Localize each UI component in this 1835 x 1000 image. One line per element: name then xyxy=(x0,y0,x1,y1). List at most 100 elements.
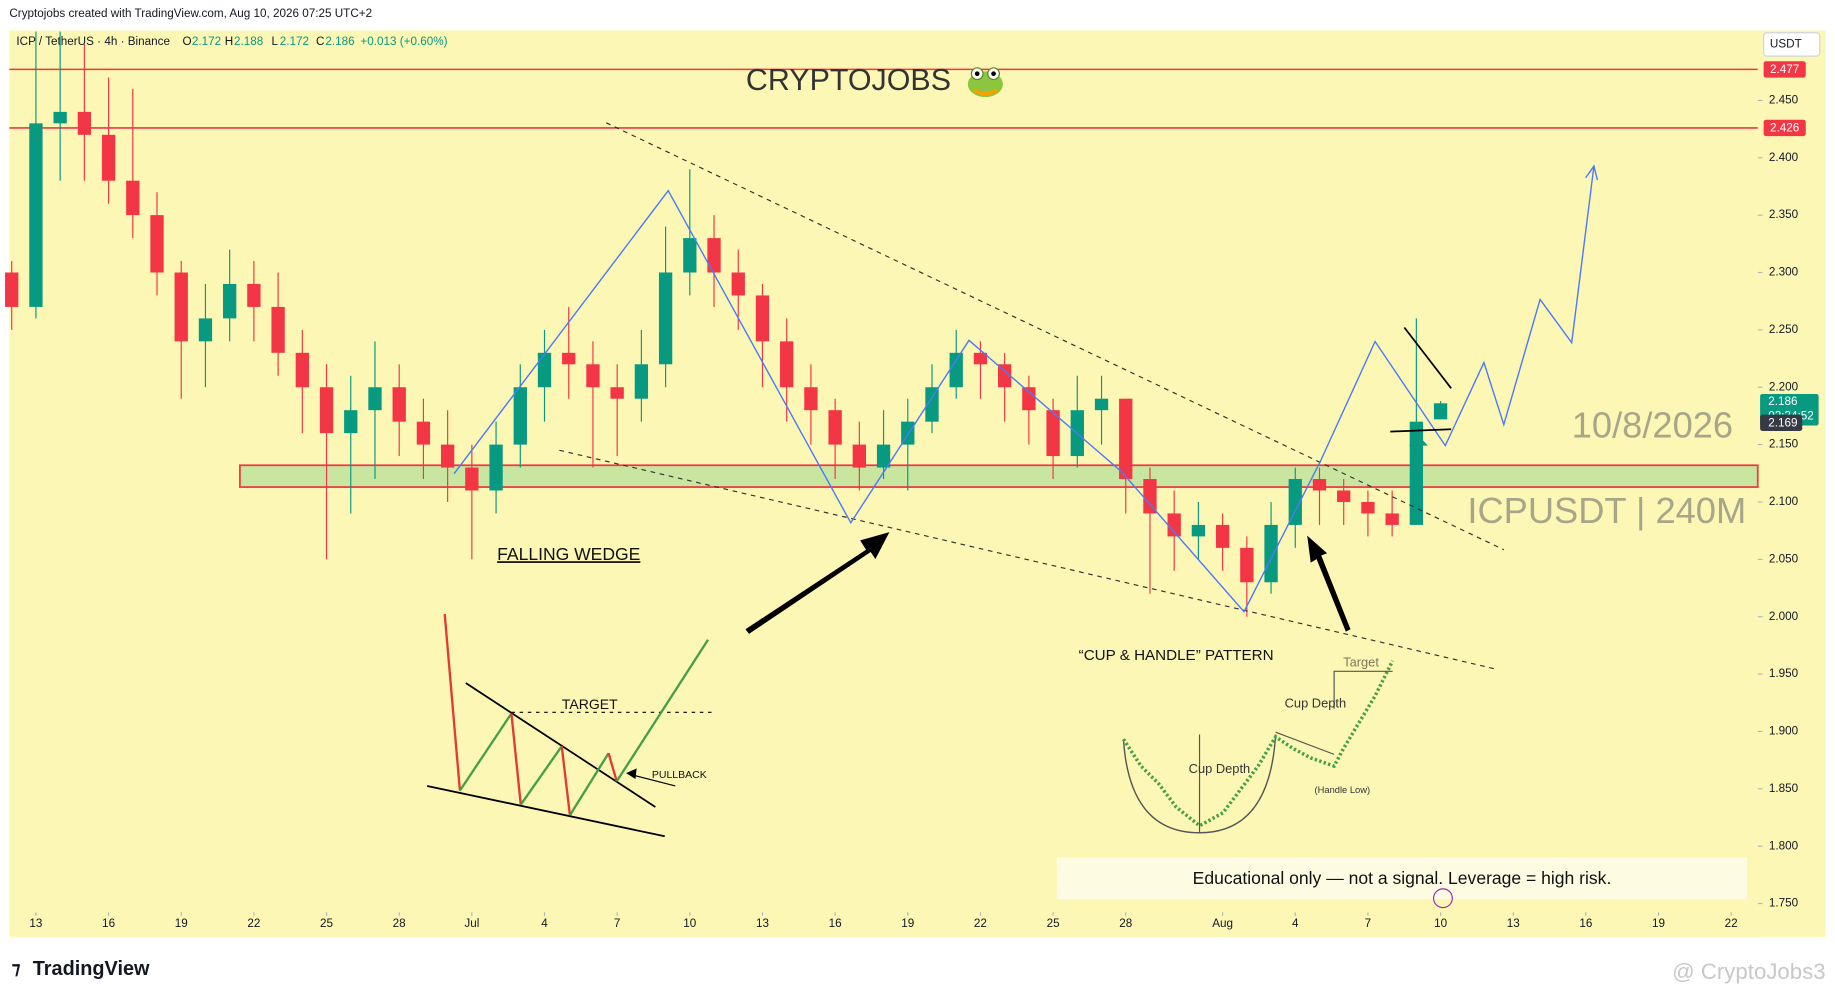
candle-body xyxy=(344,410,358,434)
marker-label: 2.169 xyxy=(1768,416,1797,429)
x-tick-label: 16 xyxy=(829,917,842,930)
x-tick-label: 28 xyxy=(393,917,406,930)
candle-body xyxy=(707,238,721,273)
candle-body xyxy=(1288,479,1302,525)
y-tick-label: 2.200 xyxy=(1769,380,1799,393)
candle-body xyxy=(101,134,116,181)
target-label: Target xyxy=(1343,655,1379,670)
candle-body xyxy=(1264,524,1278,583)
currency-box[interactable] xyxy=(1763,32,1821,57)
candle-body xyxy=(271,306,285,353)
candle-body xyxy=(1094,398,1109,411)
y-tick-label: 2.100 xyxy=(1769,495,1799,508)
wedge-lower xyxy=(559,449,1496,670)
x-tick-label: 7 xyxy=(614,917,621,930)
candle-body xyxy=(949,352,963,388)
candle-body xyxy=(780,341,794,388)
candle-body xyxy=(634,364,649,399)
event-icon[interactable] xyxy=(1433,888,1453,909)
big-arrow xyxy=(1307,535,1351,632)
candle-body xyxy=(223,283,237,319)
candle-body xyxy=(925,387,939,422)
candle-body xyxy=(828,410,842,445)
last-price-label: 2.186 xyxy=(1768,395,1797,408)
candle-body xyxy=(731,272,745,296)
candle-body xyxy=(537,352,552,388)
date-watermark: 10/8/2026 xyxy=(1572,405,1733,446)
x-tick-label: 4 xyxy=(1292,917,1299,930)
candle-body xyxy=(1433,403,1448,420)
frog-icon xyxy=(967,67,1003,98)
x-tick-label: 10 xyxy=(1434,917,1448,930)
change: +0.013 (+0.60%) xyxy=(360,35,447,48)
drawings xyxy=(453,122,1599,670)
price-axis xyxy=(1757,30,1826,937)
candle-body xyxy=(586,364,600,388)
candle-body xyxy=(174,272,188,342)
y-tick-label: 2.400 xyxy=(1769,151,1799,164)
y-tick-label: 1.900 xyxy=(1769,725,1799,738)
y-tick-label: 1.800 xyxy=(1769,839,1799,852)
projection-arrowhead xyxy=(1585,164,1599,181)
y-tick-label: 2.300 xyxy=(1769,266,1799,279)
candle-body xyxy=(1409,421,1424,525)
candle-body xyxy=(1312,479,1327,491)
disclaimer: Educational only — not a signal. Leverag… xyxy=(1193,868,1612,888)
x-tick-label: 13 xyxy=(29,917,42,930)
x-tick-label: 19 xyxy=(1652,917,1665,930)
candle-body xyxy=(1143,479,1157,514)
h-value: 2.188 xyxy=(234,35,263,48)
credit: Cryptojobs created with TradingView.com,… xyxy=(9,7,372,20)
y-tick-label: 1.750 xyxy=(1769,897,1799,910)
logo[interactable]: TradingView xyxy=(33,958,150,980)
candle-body xyxy=(997,364,1012,388)
zone-layer xyxy=(9,68,1759,488)
candle-body xyxy=(416,421,431,445)
candle-body xyxy=(1119,398,1133,480)
x-tick-label: 19 xyxy=(901,917,914,930)
y-tick-label: 2.050 xyxy=(1769,552,1799,565)
wedge-upper xyxy=(605,122,1505,551)
currency[interactable]: USDT xyxy=(1770,38,1802,51)
candle-body xyxy=(1215,524,1230,548)
candle-body xyxy=(392,387,406,422)
x-tick-label: 19 xyxy=(175,917,188,930)
o-value: 2.172 xyxy=(192,35,221,48)
candle-body xyxy=(319,387,334,434)
x-tick-label: 28 xyxy=(1119,917,1132,930)
marker-badge xyxy=(1760,414,1803,431)
time-axis xyxy=(9,912,1758,937)
x-tick-label: 16 xyxy=(1579,917,1592,930)
candle-body xyxy=(295,352,309,388)
candle-body xyxy=(489,444,503,491)
o-label: O xyxy=(183,35,192,48)
cup-depth-label: Cup Depth xyxy=(1189,761,1251,776)
candle-body xyxy=(126,180,140,216)
ohlc: O 2.172 H 2.188 L 2.172 C 2.186 +0.013 (… xyxy=(183,35,448,48)
candle-body xyxy=(29,123,43,307)
candle-body xyxy=(53,111,67,124)
brand: CRYPTOJOBS xyxy=(746,63,951,97)
l-label: L xyxy=(272,35,279,48)
candle-body xyxy=(1240,547,1254,583)
x-tick-label: 16 xyxy=(102,917,115,930)
symbol: ICP / TetherUS · 4h · Binance xyxy=(16,35,170,48)
x-tick-label: 22 xyxy=(247,917,260,930)
candle-body xyxy=(247,283,261,307)
y-tick-label: 2.250 xyxy=(1769,323,1799,336)
candle-body xyxy=(1361,501,1375,514)
x-tick-label: 13 xyxy=(1507,917,1520,930)
logo-mark[interactable]: ⁊ xyxy=(12,958,21,978)
cup-handle-label: “CUP & HANDLE” PATTERN xyxy=(1079,647,1274,664)
candle-body xyxy=(876,444,891,468)
y-tick-label: 2.000 xyxy=(1769,610,1799,623)
disclaimer-box xyxy=(1056,857,1748,900)
price-badge-label: 2.426 xyxy=(1770,122,1799,135)
handle-low-label: (Handle Low) xyxy=(1315,785,1371,795)
l-value: 2.172 xyxy=(280,35,309,48)
y-tick-label: 2.150 xyxy=(1769,438,1799,451)
y-tick-label: 1.950 xyxy=(1769,667,1799,680)
price-badge xyxy=(1763,61,1806,78)
